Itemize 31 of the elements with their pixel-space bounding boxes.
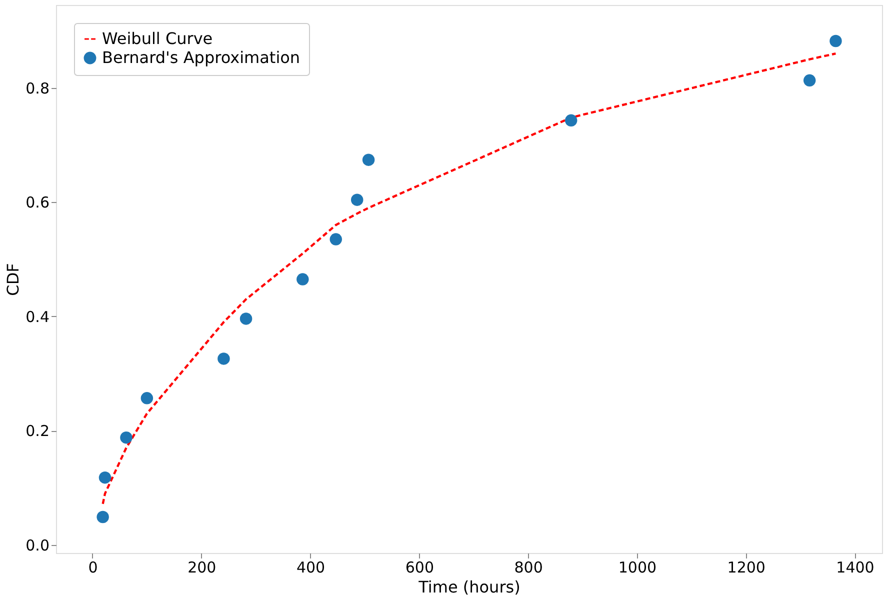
y-tick-label: 0.6 <box>26 194 50 212</box>
y-tick-label: 0.4 <box>26 308 50 326</box>
y-tick-label: 0.0 <box>26 536 50 554</box>
point <box>296 273 309 286</box>
x-tick-label: 0 <box>88 558 98 576</box>
point <box>830 34 842 48</box>
point <box>96 510 109 524</box>
point <box>98 471 112 484</box>
x-tick-label: 1400 <box>836 558 874 576</box>
point <box>803 74 816 87</box>
legend-label: Bernard's Approximation <box>102 48 300 67</box>
line-series <box>102 52 837 505</box>
x-tick-label: 800 <box>514 558 543 576</box>
x-tick-label: 200 <box>188 558 216 576</box>
point <box>350 194 364 206</box>
x-tick-label: 600 <box>405 558 434 576</box>
legend-label: Weibull Curve <box>102 29 213 48</box>
point <box>218 352 230 365</box>
point <box>140 392 154 404</box>
point <box>362 154 375 166</box>
y-axis-title: CDF <box>4 263 23 296</box>
x-tick-label: 1000 <box>618 558 657 576</box>
point <box>240 312 252 325</box>
y-tick-label: 0.2 <box>26 422 50 440</box>
x-tick-label: 1200 <box>727 558 766 576</box>
x-tick-label: 400 <box>296 558 326 576</box>
point <box>330 233 342 246</box>
x-axis-title: Time (hours) <box>418 578 520 596</box>
point <box>120 431 132 444</box>
point <box>564 114 578 127</box>
y-tick-label: 0.8 <box>26 79 50 98</box>
